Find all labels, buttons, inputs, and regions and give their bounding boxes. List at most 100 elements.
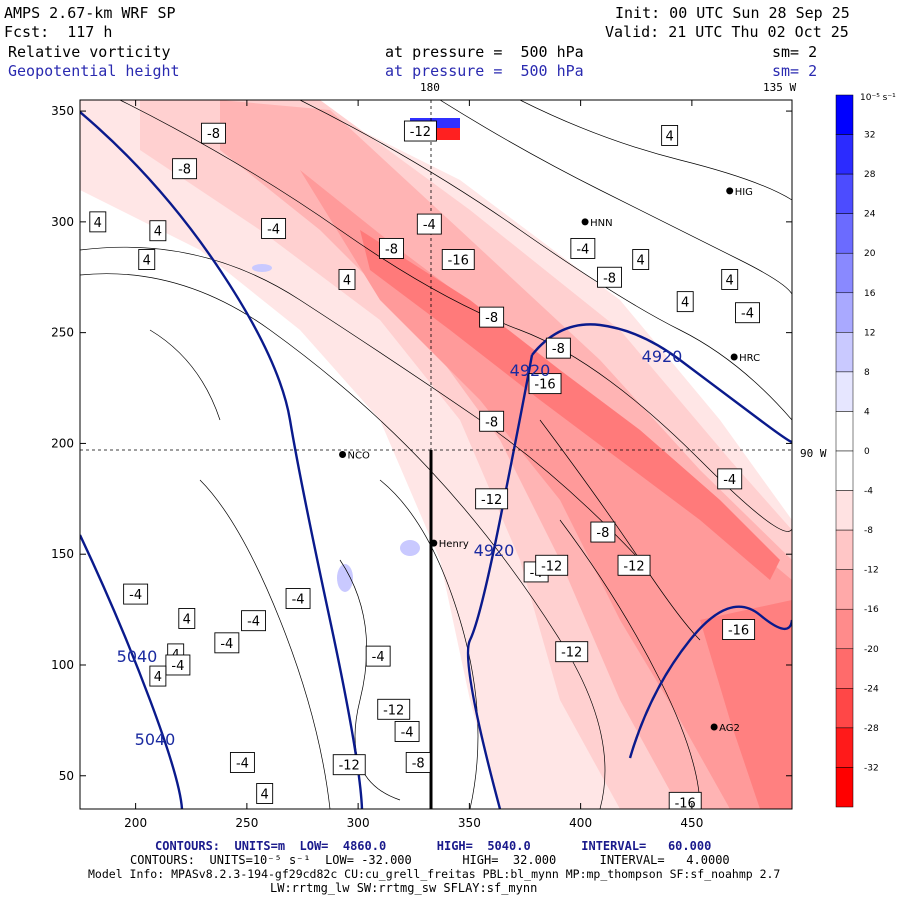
- colorbar-swatch: [835, 450, 854, 491]
- vorticity-contour-label: 4: [0, 382, 10, 402]
- colorbar-swatch: [835, 767, 854, 808]
- x-tick-label: 450: [680, 816, 703, 830]
- svg-text:-8: -8: [207, 127, 220, 142]
- colorbar-label: -12: [864, 566, 879, 576]
- colorbar-swatch: [835, 727, 854, 768]
- svg-text:-8: -8: [485, 415, 498, 430]
- svg-text:-16: -16: [534, 378, 555, 393]
- vorticity-contour-label: 4: [338, 269, 356, 290]
- svg-text:4: 4: [65, 386, 73, 401]
- vorticity-contour-label: 4: [149, 220, 167, 242]
- init-time: Init: 00 UTC Sun 28 Sep 25: [615, 4, 850, 22]
- station-label: AG2: [719, 723, 740, 734]
- field1-smoothing: sm= 2: [772, 43, 818, 61]
- colorbar-swatch: [835, 569, 854, 610]
- vorticity-contour-label: -16: [528, 373, 562, 395]
- svg-text:-4: -4: [220, 637, 233, 652]
- svg-text:4: 4: [183, 612, 191, 627]
- vorticity-contour-label: -16: [668, 791, 702, 809]
- colorbar-label: -32: [864, 763, 879, 773]
- svg-text:-4: -4: [171, 659, 184, 674]
- y-tick-label: 150: [51, 547, 74, 561]
- colorbar-swatch: [835, 292, 854, 333]
- svg-text:-12: -12: [541, 559, 562, 574]
- svg-text:4: 4: [665, 129, 673, 144]
- colorbar-label: 16: [864, 289, 876, 299]
- vorticity-contours: [80, 100, 792, 809]
- colorbar-swatch: [835, 371, 854, 412]
- y-tick-label: 100: [51, 658, 74, 672]
- height-contour-label: 4920: [474, 541, 515, 560]
- svg-text:-4: -4: [372, 650, 385, 665]
- colorbar-swatch: [835, 608, 854, 650]
- colorbar-swatch: [835, 134, 854, 175]
- svg-text:-4: -4: [401, 725, 414, 740]
- svg-text:-8: -8: [485, 311, 498, 326]
- colorbar-label: 20: [864, 249, 876, 259]
- vorticity-contour-label: -12: [535, 554, 569, 576]
- vorticity-contour-label: -8: [379, 237, 404, 259]
- valid-time: Valid: 21 UTC Thu 02 Oct 25: [605, 23, 849, 41]
- station-label: HRC: [739, 353, 760, 364]
- vorticity-contour-label: -12: [403, 120, 437, 142]
- footer-height-contours: CONTOURS: UNITS=m LOW= 4860.0 HIGH= 5040…: [155, 839, 712, 853]
- vorticity-height-chart: -8-8-12 44 -4 -44 -16-44-84-844-4-84-8-16-8-…: [0, 99, 793, 830]
- svg-text:-4: -4: [741, 307, 754, 322]
- station-label: NCO: [348, 451, 370, 462]
- field1-name: Relative vorticity: [8, 43, 171, 61]
- vorticity-contour-label: -4: [123, 583, 149, 605]
- vorticity-contour-label: -4: [165, 654, 191, 676]
- footer-physics-info: LW:rrtmg_lw SW:rrtmg_sw SFLAY:sf_mynn: [270, 881, 538, 895]
- svg-text:4: 4: [143, 254, 151, 269]
- vorticity-contour-label: 4: [661, 124, 679, 146]
- colorbar-label: -28: [864, 724, 879, 734]
- vorticity-contour-label: 4: [632, 249, 650, 270]
- svg-text:4: 4: [0, 386, 6, 401]
- vorticity-contour-label: -4: [261, 218, 287, 239]
- field2-level: at pressure = 500 hPa: [385, 62, 584, 80]
- svg-text:-4: -4: [576, 242, 589, 257]
- vorticity-contour-label: -8: [172, 158, 198, 180]
- svg-text:4: 4: [637, 254, 645, 269]
- colorbar-swatch: [835, 688, 854, 729]
- svg-text:-4: -4: [723, 473, 736, 488]
- footer-vorticity-contours: CONTOURS: UNITS=10⁻⁵ s⁻¹ LOW= -32.000 HI…: [130, 853, 730, 867]
- colorbar-label: -24: [864, 684, 879, 694]
- svg-text:-8: -8: [385, 242, 398, 257]
- vorticity-contour-label: 4: [149, 665, 167, 687]
- footer-model-info: Model Info: MPASv8.2.3-194-gf29cd82c CU:…: [88, 867, 781, 881]
- svg-text:-8: -8: [596, 526, 609, 541]
- svg-text:4: 4: [154, 225, 162, 240]
- colorbar-swatch: [835, 94, 854, 135]
- station-marker: NCO: [339, 451, 370, 462]
- svg-text:-12: -12: [481, 493, 502, 508]
- plot-area: -8-8-12 44 -4 -44 -16-44-84-844-4-84-8-16-8-…: [0, 100, 792, 809]
- station-label: HNN: [590, 218, 612, 229]
- vorticity-contour-label: -8: [405, 752, 431, 773]
- station-marker: HIG: [726, 187, 753, 198]
- vorticity-contour-label: -4: [394, 721, 420, 742]
- x-tick-label: 350: [458, 816, 481, 830]
- vorticity-contour-label: 4: [89, 211, 107, 233]
- vorticity-contour-label: -4: [229, 752, 255, 773]
- vorticity-contour-label: -4: [717, 468, 743, 490]
- colorbar-swatch: [835, 648, 854, 689]
- vorticity-contour-label: -16: [441, 249, 475, 270]
- station-marker: HRC: [730, 353, 760, 364]
- vorticity-contour-label: -12: [332, 754, 366, 776]
- longitude-180-label: 180: [420, 81, 440, 94]
- vorticity-contour-label: -12: [475, 488, 509, 510]
- colorbar-unit: 10⁻⁵ s⁻¹: [860, 93, 896, 103]
- svg-text:-4: -4: [292, 593, 305, 608]
- y-tick-label: 350: [51, 104, 74, 118]
- field2-name: Geopotential height: [8, 62, 180, 80]
- svg-text:-4: -4: [236, 756, 249, 771]
- x-tick-label: 300: [347, 816, 370, 830]
- colorbar-label: -4: [864, 487, 873, 497]
- svg-text:-16: -16: [728, 624, 749, 639]
- vorticity-contour-label: -8: [590, 521, 616, 543]
- vorticity-contour-label: -4: [570, 237, 596, 259]
- colorbar-swatch: [835, 173, 854, 214]
- vorticity-contour-label: -12: [377, 698, 411, 720]
- vorticity-contour-label: 4: [676, 291, 694, 313]
